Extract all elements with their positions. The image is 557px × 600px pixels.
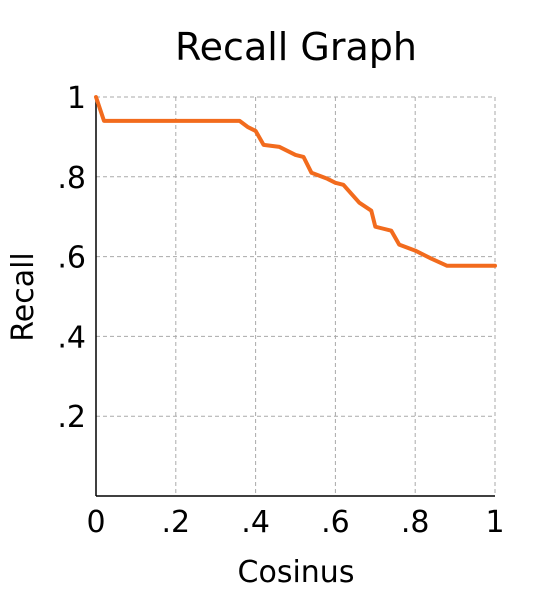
grid-lines [96,96,496,496]
y-axis-label: Recall [6,252,41,342]
y-tick-label-2: .6 [57,241,86,276]
x-tick-label-4: .8 [401,505,430,540]
y-tick-labels: .2 .4 .6 .8 1 [57,81,86,435]
y-tick-label-4: 1 [67,81,86,116]
x-axis-label: Cosinus [238,555,355,590]
x-tick-label-0: 0 [86,505,105,540]
x-tick-label-5: 1 [485,505,504,540]
x-tick-label-2: .4 [241,505,270,540]
y-tick-label-0: .2 [57,400,86,435]
x-tick-label-3: .6 [321,505,350,540]
y-tick-label-1: .4 [57,320,86,355]
x-tick-label-1: .2 [161,505,190,540]
series-line-0 [94,95,497,268]
series-layer [94,95,497,268]
chart-title: Recall Graph [175,25,417,69]
axes [95,97,495,497]
x-tick-labels: 0 .2 .4 .6 .8 1 [86,505,504,540]
y-tick-label-3: .8 [57,161,86,196]
